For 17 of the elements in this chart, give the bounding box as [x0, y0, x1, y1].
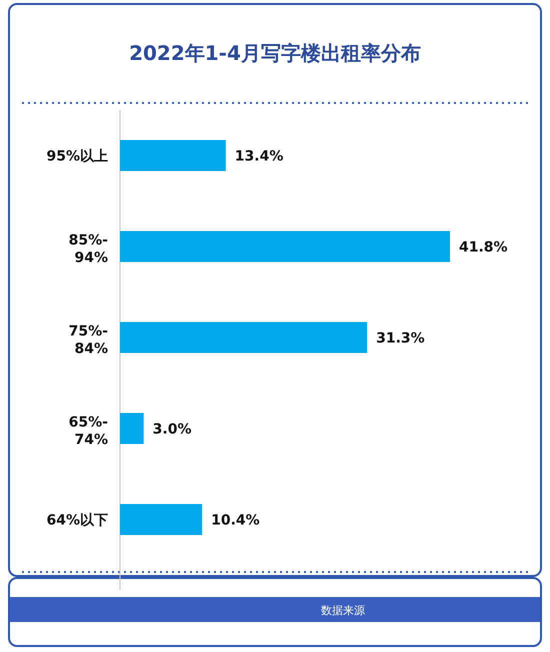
- data-label: 3.0%: [152, 422, 192, 438]
- bar: [120, 413, 144, 444]
- data-label: 13.4%: [234, 148, 284, 164]
- bar: [120, 504, 202, 535]
- bar: [120, 140, 226, 171]
- y-tick-label: 65%-74%: [68, 414, 108, 448]
- y-tick-label: 64%以下: [46, 512, 108, 528]
- y-tick-label: 75%-84%: [68, 323, 108, 357]
- bar: [120, 231, 450, 262]
- text: 数据来源: [321, 604, 365, 617]
- data-label: 41.8%: [459, 240, 508, 256]
- data-label: 10.4%: [211, 512, 260, 528]
- y-tick-label: 95%以上: [46, 148, 108, 164]
- data-label: 31.3%: [376, 330, 425, 346]
- chart-title: 2022年1-4月写字楼出租率分布: [129, 41, 421, 65]
- bar: [120, 322, 368, 353]
- y-tick-label: 85%-94%: [68, 232, 108, 266]
